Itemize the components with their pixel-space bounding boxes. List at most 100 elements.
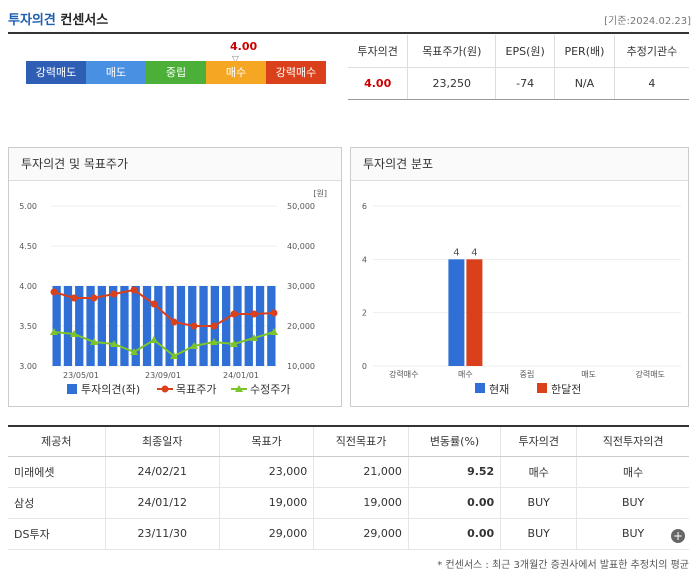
cell-target: 19,000 bbox=[218, 487, 314, 519]
distribution-panel: 투자의견 분포 6 4 2 0 강력매수 매수 4 4 중립 매도 강력매도 현재 한달전 bbox=[350, 147, 689, 407]
summary-header: 목표주가(원) bbox=[407, 35, 496, 68]
y-left-tick: 4.00 bbox=[19, 282, 37, 291]
target-price-point bbox=[90, 294, 98, 302]
legend-swatch bbox=[235, 385, 243, 392]
summary-header: 투자의견 bbox=[348, 35, 408, 68]
target-price-point bbox=[70, 294, 78, 302]
stock-price-point bbox=[90, 338, 98, 345]
table-row: DS투자 23/11/30 29,000 29,000 0.00 BUY BUY bbox=[8, 518, 689, 550]
broker-name: 미래에셋 bbox=[8, 456, 106, 488]
target-price-point bbox=[170, 318, 178, 326]
y-left-tick: 3.50 bbox=[19, 322, 37, 331]
col-header: 투자의견 bbox=[500, 426, 577, 457]
opinion-bar bbox=[255, 286, 265, 366]
stock-price-point bbox=[110, 340, 118, 347]
cell-prev-target: 21,000 bbox=[313, 456, 409, 488]
col-header: 목표가 bbox=[218, 426, 314, 457]
target-price-point bbox=[210, 322, 218, 330]
opinion-bar bbox=[244, 286, 253, 366]
legend-label: 수정주가 bbox=[250, 383, 290, 396]
opinion-price-chart: 5.00 4.50 4.00 3.50 3.00 50,000 40,000 30,000 20… bbox=[19, 189, 327, 396]
cell-opinion: 매수 bbox=[500, 456, 577, 488]
y-tick: 6 bbox=[362, 202, 367, 211]
opinion-bar bbox=[176, 286, 186, 366]
y-left-tick: 3.00 bbox=[19, 362, 37, 371]
table-row: 삼성 24/01/12 19,000 19,000 0.00 BUY BUY bbox=[8, 487, 689, 519]
stock-price-point bbox=[190, 342, 198, 349]
y-right-unit: [원] bbox=[313, 189, 327, 198]
legend-label: 한달전 bbox=[551, 383, 581, 396]
table-row: 미래에셋 24/02/21 23,000 21,000 9.52 매수 매수 bbox=[8, 456, 689, 488]
cell-target: 23,000 bbox=[218, 456, 314, 488]
scale-neutral: 중립 bbox=[146, 61, 206, 84]
y-right-tick: 10,000 bbox=[287, 362, 315, 371]
opinion-bar bbox=[165, 286, 174, 366]
broker-table: 제공처 최종일자 목표가 직전목표가 변동률(%) 투자의견 직전투자의견 미래… bbox=[8, 425, 689, 550]
y-tick: 4 bbox=[362, 255, 367, 264]
target-price-point bbox=[150, 300, 158, 308]
data-label: 4 bbox=[471, 247, 477, 258]
y-tick: 2 bbox=[362, 309, 367, 318]
x-tick: 매도 bbox=[581, 370, 596, 379]
opinion-price-panel: 투자의견 및 목표주가 5.00 4.50 4.00 3.50 3.00 50,000 40… bbox=[8, 147, 342, 407]
panel-title: 투자의견 및 목표주가 bbox=[9, 148, 341, 181]
target-price-point bbox=[110, 290, 118, 298]
col-header: 직전투자의견 bbox=[576, 426, 689, 457]
col-header: 직전목표가 bbox=[313, 426, 409, 457]
summary-table: 투자의견 목표주가(원) EPS(원) PER(배) 추정기관수 4.00 23… bbox=[348, 35, 689, 100]
opinion-scale: 강력매도 매도 중립 매수 강력매수 bbox=[26, 61, 326, 84]
cell-opinion: BUY bbox=[500, 487, 577, 519]
stock-price-point bbox=[170, 352, 178, 359]
footnote: * 컨센서스 : 최근 3개월간 증권사에서 발표한 추정치의 평균 bbox=[437, 560, 689, 571]
y-left-tick: 5.00 bbox=[19, 202, 37, 211]
summary-per: N/A bbox=[554, 67, 615, 100]
y-tick: 0 bbox=[362, 362, 367, 371]
summary-target: 23,250 bbox=[407, 67, 496, 100]
cell-change: 9.52 bbox=[407, 456, 501, 488]
target-price-point bbox=[270, 309, 278, 317]
opinion-bar bbox=[233, 286, 242, 366]
target-price-point bbox=[130, 286, 138, 294]
scale-buy: 매수 bbox=[206, 61, 266, 84]
cell-date: 23/11/30 bbox=[104, 518, 220, 550]
stock-price-point bbox=[230, 340, 238, 347]
divider bbox=[8, 32, 689, 34]
legend-label: 목표주가 bbox=[176, 383, 216, 396]
x-tick: 24/01/01 bbox=[223, 371, 259, 380]
target-price-point bbox=[190, 322, 198, 330]
target-price-point bbox=[230, 310, 238, 318]
stock-price-point bbox=[50, 328, 58, 335]
y-right-tick: 30,000 bbox=[287, 282, 315, 291]
legend-swatch bbox=[161, 385, 169, 393]
stock-price-point bbox=[250, 334, 258, 341]
plus-icon[interactable]: + bbox=[671, 529, 685, 543]
x-tick: 강력매수 bbox=[389, 369, 418, 379]
x-tick: 강력매도 bbox=[635, 369, 664, 379]
cell-change: 0.00 bbox=[407, 518, 501, 550]
opinion-marker-value: 4.00 bbox=[230, 40, 258, 53]
y-right-tick: 50,000 bbox=[287, 202, 315, 211]
y-right-tick: 20,000 bbox=[287, 322, 315, 331]
cell-date: 24/02/21 bbox=[104, 456, 220, 488]
summary-count: 4 bbox=[613, 67, 689, 100]
broker-name: 삼성 bbox=[8, 487, 106, 519]
y-right-tick: 40,000 bbox=[287, 242, 315, 251]
cell-date: 24/01/12 bbox=[104, 487, 220, 519]
data-label: 4 bbox=[453, 247, 459, 258]
legend-label: 현재 bbox=[489, 383, 509, 396]
summary-header: EPS(원) bbox=[495, 35, 555, 68]
broker-name: DS투자 bbox=[8, 518, 106, 550]
cell-opinion: BUY bbox=[500, 518, 577, 550]
scale-strong-buy: 강력매수 bbox=[266, 61, 326, 84]
x-tick: 매수 bbox=[458, 370, 473, 379]
legend-swatch bbox=[67, 384, 77, 394]
x-tick: 23/05/01 bbox=[63, 371, 99, 380]
opinion-bar bbox=[86, 286, 95, 366]
reference-date: [기준:2024.02.23] bbox=[604, 16, 691, 27]
cell-prev-opinion: 매수 bbox=[576, 456, 689, 488]
opinion-bar bbox=[131, 286, 140, 366]
cell-prev-opinion: BUY bbox=[576, 487, 689, 519]
scale-strong-sell: 강력매도 bbox=[26, 61, 86, 84]
summary-eps: -74 bbox=[495, 67, 555, 100]
